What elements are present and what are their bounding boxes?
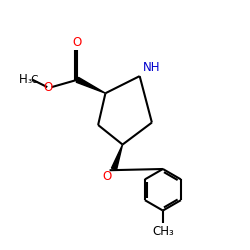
Text: O: O [44, 80, 53, 94]
Text: NH: NH [142, 61, 160, 74]
Text: CH₃: CH₃ [152, 225, 174, 238]
Text: O: O [103, 170, 112, 183]
Text: H: H [18, 73, 27, 86]
Text: O: O [73, 36, 82, 49]
Polygon shape [76, 77, 106, 93]
Text: ₃C: ₃C [27, 75, 39, 85]
Polygon shape [112, 144, 122, 170]
